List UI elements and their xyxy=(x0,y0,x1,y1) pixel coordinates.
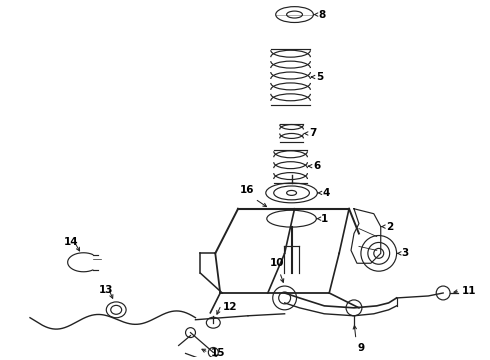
Text: 1: 1 xyxy=(321,214,328,224)
Text: 16: 16 xyxy=(240,185,254,195)
Text: 5: 5 xyxy=(317,72,323,82)
Text: 14: 14 xyxy=(64,238,79,247)
Text: 11: 11 xyxy=(462,286,476,296)
Text: 2: 2 xyxy=(386,222,393,231)
Text: 15: 15 xyxy=(210,348,225,359)
Text: 8: 8 xyxy=(318,10,325,19)
Text: 10: 10 xyxy=(270,258,284,268)
Text: 7: 7 xyxy=(309,129,317,139)
Text: 6: 6 xyxy=(314,161,320,171)
Text: 4: 4 xyxy=(322,188,330,198)
Text: 12: 12 xyxy=(223,302,238,312)
Text: 3: 3 xyxy=(401,248,409,258)
Text: 9: 9 xyxy=(358,342,365,352)
Text: 13: 13 xyxy=(99,285,114,295)
